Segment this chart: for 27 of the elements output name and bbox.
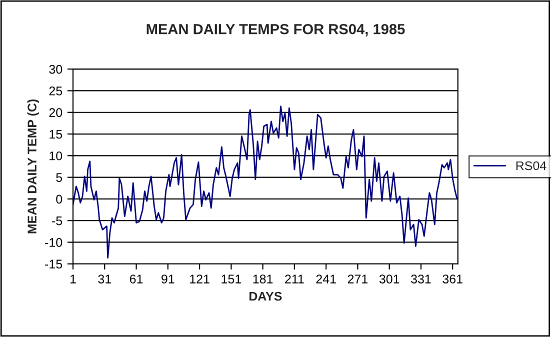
x-tick-label: 271 — [348, 274, 368, 284]
y-tick-label: 25 — [49, 86, 62, 96]
x-tick-label: 211 — [285, 274, 304, 284]
x-tick-label: 121 — [190, 274, 210, 284]
y-tick-label: 20 — [49, 108, 62, 118]
y-axis-title: MEAN DAILY TEMP (C) — [27, 99, 39, 234]
x-tick-label: 61 — [130, 274, 143, 284]
x-tick-label: 31 — [98, 274, 111, 284]
x-tick-label: 181 — [253, 274, 273, 284]
y-tick-label: 15 — [50, 130, 62, 139]
x-tick-label: 241 — [316, 274, 336, 284]
x-tick-label: 151 — [222, 274, 241, 284]
x-tick-label: 361 — [442, 274, 462, 284]
y-tick-label: -10 — [45, 238, 62, 247]
chart-title: MEAN DAILY TEMPS FOR RS04, 1985 — [146, 24, 405, 36]
x-tick-label: 301 — [379, 274, 400, 284]
y-tick-label: -5 — [52, 216, 62, 226]
y-tick-label: 0 — [56, 194, 62, 204]
legend-label: RS04 — [516, 161, 546, 170]
y-tick-label: -15 — [45, 260, 62, 269]
y-tick-label: 5 — [56, 173, 62, 182]
x-tick-label: 91 — [162, 274, 174, 284]
y-tick-label: 30 — [49, 64, 62, 74]
x-tick-label: 1 — [70, 274, 76, 284]
x-axis-title: DAYS — [249, 292, 282, 301]
x-tick-label: 331 — [411, 274, 431, 284]
y-tick-label: 10 — [50, 151, 62, 160]
